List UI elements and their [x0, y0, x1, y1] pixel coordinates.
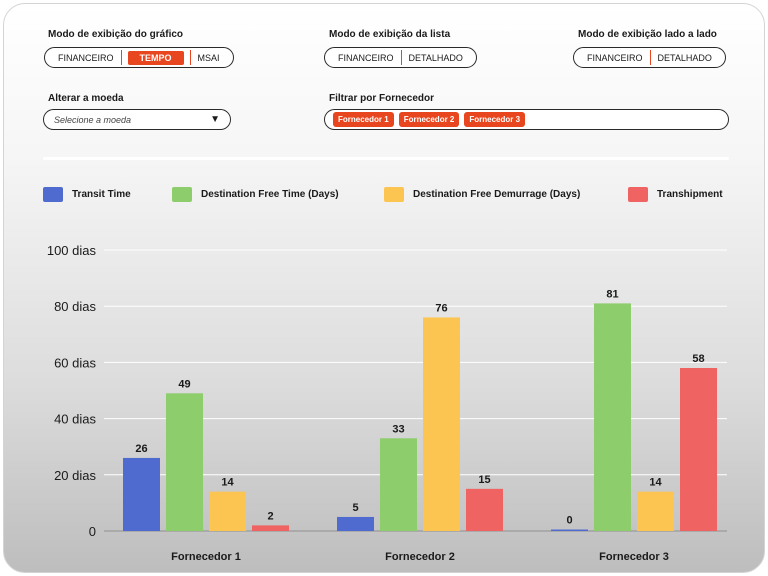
- legend-label: Destination Free Time (Days): [201, 189, 339, 200]
- list-mode-label: Modo de exibição da lista: [329, 29, 451, 40]
- data-label: 26: [135, 443, 147, 455]
- bar: [252, 525, 289, 531]
- option-divider: [120, 50, 122, 65]
- data-label: 15: [478, 474, 490, 486]
- data-label: 2: [267, 510, 273, 522]
- data-label: 5: [352, 502, 358, 514]
- data-label: 76: [435, 302, 447, 314]
- legend-item-destination-free-demurrage: Destination Free Demurrage (Days): [384, 187, 580, 202]
- data-label: 14: [649, 477, 662, 489]
- x-tick-label: Fornecedor 1: [171, 551, 241, 563]
- y-tick-label: 40 dias: [54, 412, 96, 427]
- chart-mode-label: Modo de exibição do gráfico: [48, 29, 184, 40]
- side-mode-toggle: FINANCEIRO DETALHADO: [573, 47, 726, 68]
- data-label: 81: [606, 288, 618, 300]
- supplier-filter-label: Filtrar por Fornecedor: [329, 93, 435, 104]
- legend-label: Transhipment: [657, 189, 723, 200]
- data-label: 49: [178, 378, 190, 390]
- side-mode-financeiro-option[interactable]: FINANCEIRO: [587, 52, 643, 63]
- bar: [123, 457, 160, 531]
- legend-item-destination-free-time: Destination Free Time (Days): [172, 187, 339, 202]
- data-label: 14: [221, 477, 234, 489]
- legend-swatch: [384, 187, 404, 202]
- bar: [680, 368, 717, 531]
- bar: [466, 488, 503, 531]
- legend-label: Transit Time: [72, 189, 131, 200]
- y-tick-label: 100 dias: [47, 243, 97, 258]
- x-tick-label: Fornecedor 2: [385, 551, 455, 563]
- bar-chart: 0 20 dias 40 dias 60 dias 80 dias 100 dias 26 4…: [47, 243, 727, 563]
- list-mode-detalhado-option[interactable]: DETALHADO: [408, 52, 463, 63]
- chart-mode-toggle: FINANCEIRO TEMPO MSAI: [44, 47, 234, 68]
- legend-item-transit-time: Transit Time: [43, 187, 131, 202]
- list-mode-toggle: FINANCEIRO DETALHADO: [324, 47, 477, 68]
- option-divider: [400, 50, 402, 65]
- option-divider: [189, 50, 191, 65]
- chart-mode-tempo-option[interactable]: TEMPO: [127, 50, 184, 65]
- bar: [337, 516, 374, 531]
- bar: [594, 303, 631, 531]
- bar: [209, 491, 246, 531]
- list-mode-financeiro-option[interactable]: FINANCEIRO: [338, 52, 394, 63]
- currency-select[interactable]: Selecione a moeda ▼: [43, 109, 231, 130]
- supplier-filter-field[interactable]: Fornecedor 1 Fornecedor 2 Fornecedor 3: [324, 109, 729, 130]
- bar: [637, 491, 674, 531]
- x-tick-label: Fornecedor 3: [599, 551, 669, 563]
- chart-mode-msai-option[interactable]: MSAI: [197, 52, 220, 63]
- chart-mode-financeiro-option[interactable]: FINANCEIRO: [58, 52, 114, 63]
- y-tick-label: 0: [89, 524, 96, 539]
- data-label: 33: [392, 423, 404, 435]
- chevron-down-icon: ▼: [210, 114, 220, 125]
- legend-item-transhipment: Transhipment: [628, 187, 723, 202]
- y-tick-label: 20 dias: [54, 468, 96, 483]
- supplier-chip-1[interactable]: Fornecedor 1: [333, 112, 394, 127]
- legend-swatch: [43, 187, 63, 202]
- currency-label: Alterar a moeda: [48, 93, 124, 104]
- bar: [551, 529, 588, 531]
- bar: [423, 317, 460, 531]
- y-tick-label: 60 dias: [54, 355, 96, 370]
- y-tick-label: 80 dias: [54, 299, 96, 314]
- app-frame: Modo de exibição do gráfico FINANCEIRO T…: [3, 3, 765, 573]
- section-divider: [43, 157, 729, 160]
- supplier-chip-3[interactable]: Fornecedor 3: [464, 112, 526, 127]
- currency-placeholder: Selecione a moeda: [54, 114, 132, 125]
- data-label: 58: [692, 353, 704, 365]
- supplier-chip-2[interactable]: Fornecedor 2: [398, 112, 460, 127]
- option-divider: [649, 50, 651, 65]
- legend-swatch: [628, 187, 648, 202]
- bar: [166, 393, 203, 531]
- legend-label: Destination Free Demurrage (Days): [413, 189, 581, 200]
- side-mode-detalhado-option[interactable]: DETALHADO: [657, 52, 712, 63]
- legend-swatch: [172, 187, 192, 202]
- data-label: 0: [566, 515, 572, 527]
- side-mode-label: Modo de exibição lado a lado: [578, 29, 717, 40]
- bar: [380, 438, 417, 531]
